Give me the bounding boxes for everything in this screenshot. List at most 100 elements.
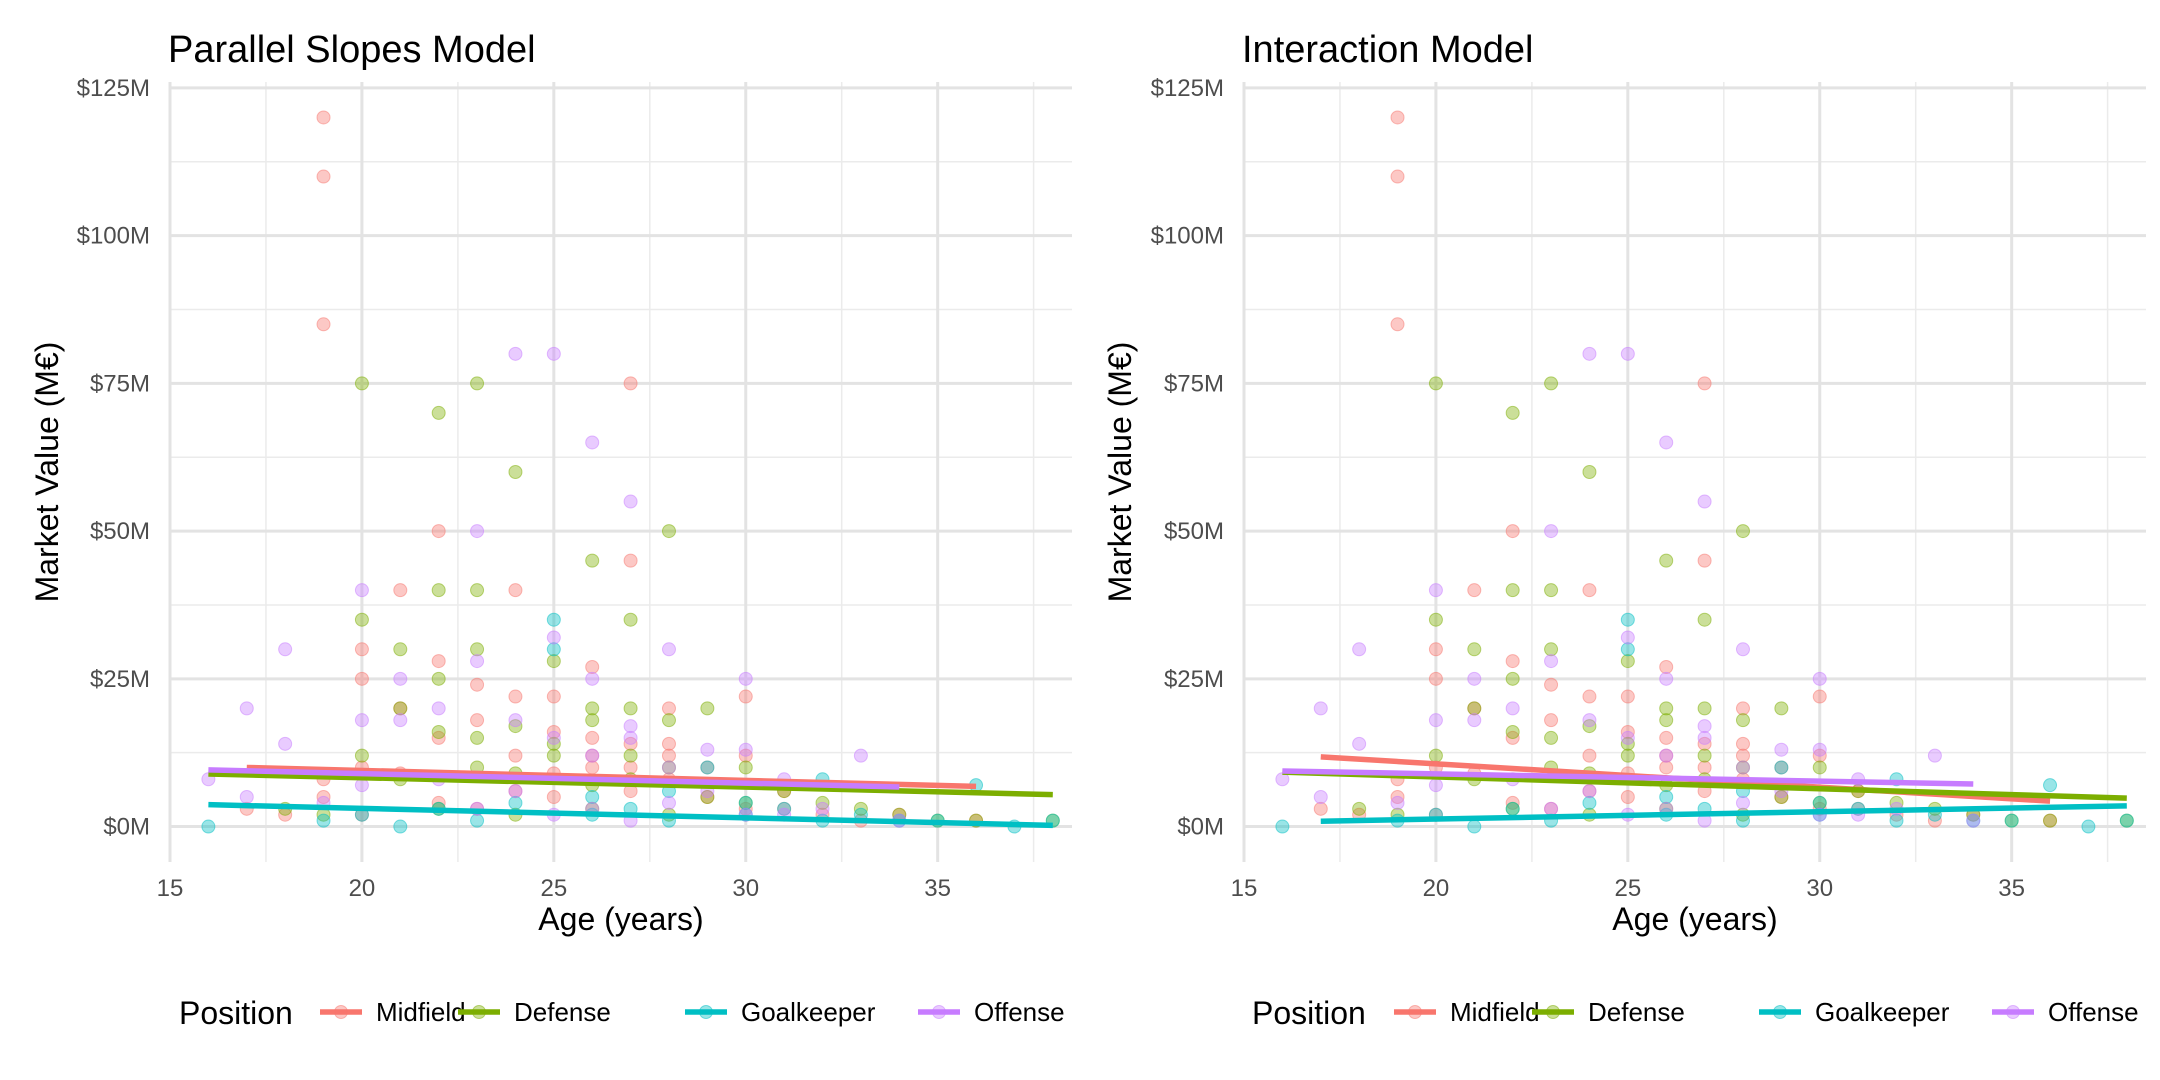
data-point [1659, 760, 1674, 775]
data-point [1735, 795, 1750, 810]
data-point [1313, 801, 1328, 816]
data-point [508, 795, 523, 810]
data-point [1927, 748, 1942, 763]
data-point [1544, 801, 1559, 816]
data-point [1697, 701, 1712, 716]
data-point [585, 435, 600, 450]
data-point [546, 689, 561, 704]
data-point [431, 524, 446, 539]
data-point [431, 730, 446, 745]
data-point [1390, 317, 1405, 332]
data-point [393, 819, 408, 834]
data-point [1697, 376, 1712, 391]
data-point [1313, 790, 1328, 804]
data-point [1735, 736, 1750, 751]
data-point [1428, 778, 1443, 793]
chart-title: Parallel Slopes Model [168, 29, 536, 71]
data-point [1697, 719, 1712, 734]
data-point [1582, 748, 1597, 763]
data-point [738, 748, 753, 763]
data-point [853, 748, 868, 763]
data-point [1812, 671, 1827, 686]
data-point [1774, 701, 1789, 716]
data-point [470, 376, 485, 391]
data-point [1544, 677, 1559, 692]
data-point [815, 801, 830, 816]
y-tick-label: $50M [90, 518, 150, 545]
data-point [239, 790, 254, 804]
data-point [1505, 583, 1520, 598]
data-point [1735, 642, 1750, 657]
data-point [470, 713, 485, 728]
x-tick-label: 20 [1423, 875, 1450, 902]
data-point [1812, 742, 1827, 757]
data-point [393, 713, 408, 728]
legend-label-offense: Offense [2048, 997, 2139, 1027]
data-point [1697, 553, 1712, 568]
data-point [661, 713, 676, 728]
data-point [1927, 813, 1942, 828]
data-point [1620, 790, 1635, 804]
legend-label-midfield: Midfield [376, 997, 466, 1027]
data-point [1774, 760, 1789, 775]
data-point [1735, 760, 1750, 775]
x-tick-label: 30 [732, 875, 759, 902]
data-point [1582, 465, 1597, 479]
y-axis-title: Market Value (M€) [29, 342, 65, 603]
y-tick-label: $125M [1151, 75, 1224, 102]
data-point [1544, 642, 1559, 657]
data-point [585, 760, 600, 775]
data-point [1467, 642, 1482, 657]
data-point [1390, 169, 1405, 184]
data-point [316, 317, 331, 332]
data-point [1735, 813, 1750, 828]
data-point [1697, 494, 1712, 509]
series-points-midfield [239, 110, 984, 828]
data-point [431, 725, 446, 739]
data-point [1812, 748, 1827, 763]
data-point [661, 524, 676, 539]
data-point [2119, 813, 2134, 828]
data-point [1812, 760, 1827, 775]
legend-key-point [2006, 1005, 2020, 1019]
data-point [1620, 346, 1635, 361]
data-point [1505, 801, 1520, 816]
data-point [1812, 795, 1827, 810]
data-point [508, 713, 523, 728]
data-point [1620, 736, 1635, 751]
data-point [1390, 110, 1405, 125]
y-tick-label: $75M [90, 370, 150, 397]
data-point [2004, 813, 2019, 828]
data-point [1544, 376, 1559, 391]
data-point [623, 376, 638, 391]
fit-line-defense [1282, 769, 2127, 801]
data-point [623, 701, 638, 716]
data-point [354, 612, 369, 627]
data-point [1505, 654, 1520, 669]
data-point [1275, 819, 1290, 834]
data-point [1544, 583, 1559, 598]
data-point [508, 719, 523, 734]
data-point [1735, 748, 1750, 763]
data-point [393, 583, 408, 598]
data-point [738, 742, 753, 757]
data-point [431, 671, 446, 686]
data-point [470, 813, 485, 828]
x-tick-label: 30 [1806, 875, 1833, 902]
data-point [661, 642, 676, 657]
legend-key-point [472, 1005, 486, 1019]
y-tick-label: $25M [1164, 666, 1224, 693]
data-point [1428, 748, 1443, 763]
chart-title: Interaction Model [1242, 29, 1534, 71]
data-point [1812, 689, 1827, 704]
data-point [354, 642, 369, 657]
series-points-midfield [1313, 110, 2058, 828]
data-point [623, 748, 638, 763]
data-point [1428, 612, 1443, 627]
legend-title: Position [1252, 995, 1366, 1031]
data-point [393, 671, 408, 686]
data-point [1620, 654, 1635, 669]
data-point [393, 642, 408, 657]
data-point [623, 736, 638, 751]
